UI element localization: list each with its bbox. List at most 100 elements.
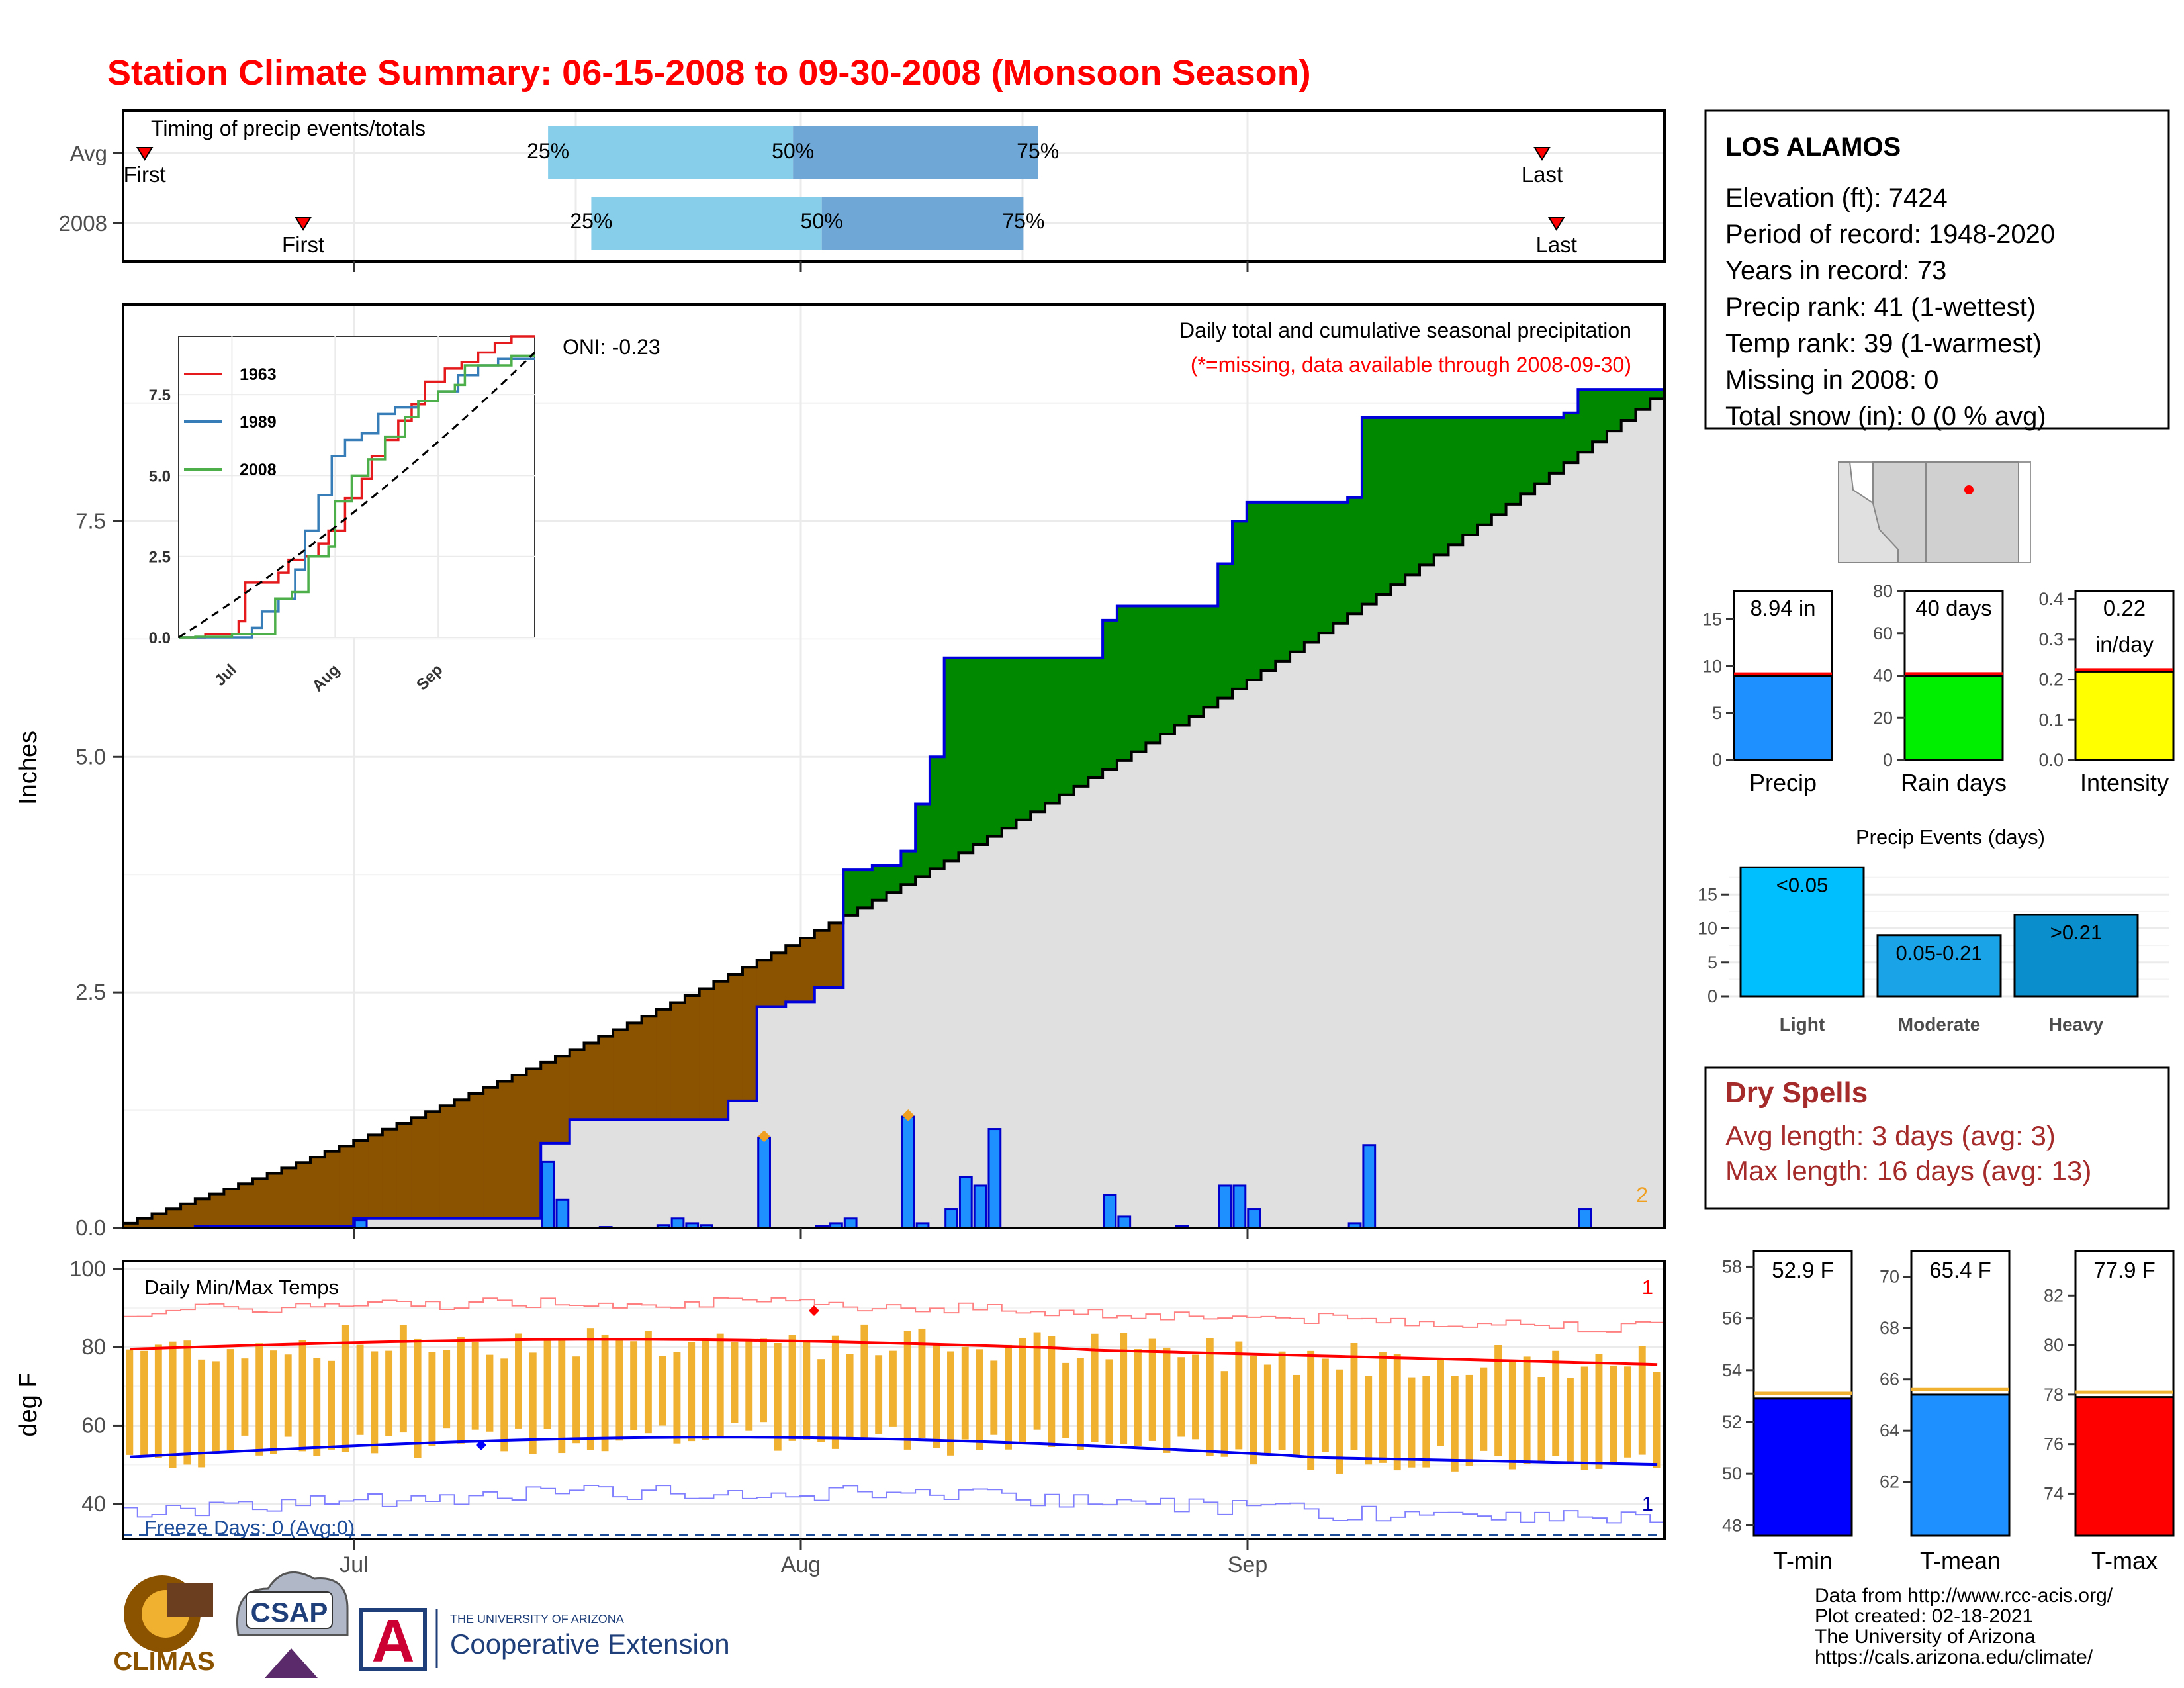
daily-temp-range-bar [328, 1360, 335, 1450]
surplus-area [1535, 417, 1550, 484]
deficit-area [771, 953, 786, 1007]
cumulative-base-area [396, 1218, 412, 1228]
first-label: First [282, 232, 324, 257]
deficit-area [439, 1105, 455, 1219]
ua-block-a-frame [359, 1608, 427, 1671]
daily-temp-range-bar [1091, 1333, 1099, 1442]
daily-temp-range-bar [399, 1325, 407, 1433]
cumulative-base-area [713, 1119, 729, 1228]
daily-precip-bar [1103, 1194, 1117, 1229]
daily-temp-range-bar [1508, 1362, 1516, 1470]
station-info-box [1704, 109, 2170, 430]
daily-temp-range-bar [126, 1349, 134, 1455]
daily-temp-range-bar [1163, 1347, 1171, 1453]
daily-temp-range-bar [731, 1341, 739, 1423]
timing-label: Timing of precip events/totals [151, 117, 426, 140]
daily-temp-range-bar [1177, 1357, 1185, 1437]
daily-temp-range-bar [846, 1354, 854, 1438]
deficit-area [728, 974, 743, 1101]
cumulative-base-area [1030, 812, 1046, 1228]
precip-events-ytick: 0 [1707, 986, 1717, 1006]
daily-precip-bar [1578, 1208, 1592, 1229]
daily-temp-range-bar [1192, 1354, 1199, 1440]
first-event-marker [136, 147, 154, 161]
surplus-area [1361, 417, 1377, 604]
deficit-area [613, 1029, 628, 1120]
daily-temp-range-bar [803, 1341, 811, 1440]
surplus-area [1506, 417, 1521, 504]
deficit-area [152, 1213, 167, 1228]
daily-precip-bar [670, 1217, 685, 1229]
daily-temp-range-bar [356, 1344, 364, 1435]
deficit-area [267, 1173, 283, 1227]
summary-bar-fill [1903, 675, 2004, 761]
surplus-area [858, 870, 873, 908]
location-map [1838, 461, 2031, 563]
daily-temp-range-bar [1134, 1348, 1142, 1446]
cumulative-base-area [771, 1006, 786, 1228]
summary-bar-rain-days: 0 20 40 60 80 40 days Rain days [1873, 581, 2007, 796]
dry-spells-avg: Avg length: 3 days (avg: 3) [1725, 1120, 2056, 1151]
surplus-area [1116, 606, 1132, 761]
deficit-area [181, 1203, 196, 1228]
daily-precip-bar [1218, 1184, 1232, 1229]
deficit-area [641, 1016, 657, 1120]
temp-bar-value: 77.9 F [2093, 1258, 2156, 1282]
daily-temp-range-bar [1393, 1354, 1401, 1471]
map-state-nm [1925, 461, 2019, 563]
station-info-line: Total snow (in): 0 (0 % avg) [1725, 402, 2046, 431]
summary-bar-ytick: 60 [1873, 624, 1893, 643]
daily-temp-range-bar [1105, 1359, 1113, 1444]
cumulative-base-area [382, 1218, 398, 1228]
last-event-marker [1533, 147, 1551, 161]
cumulative-base-area [512, 1218, 527, 1228]
daily-temp-range-bar [976, 1349, 983, 1450]
last-event-marker [1547, 217, 1565, 231]
temp-bar-ytick: 76 [2044, 1434, 2064, 1454]
summary-bar-value-unit: in/day [2095, 632, 2154, 657]
temp-bar-ytick: 64 [1880, 1421, 1899, 1440]
deficit-area [584, 1043, 599, 1120]
cumulative-base-area [1218, 698, 1233, 1228]
summary-bar-precip: 0 5 10 15 8.94 in Precip [1702, 590, 1833, 796]
daily-precip-bar [944, 1208, 958, 1229]
daily-temp-range-bar [1523, 1356, 1531, 1464]
daily-temp-range-bar [1437, 1358, 1444, 1446]
surplus-area [1275, 502, 1291, 661]
deficit-area [353, 1140, 369, 1219]
precip-event-category: Heavy [2049, 1014, 2104, 1035]
deficit-area [339, 1146, 354, 1227]
surplus-area [929, 757, 945, 869]
record-low-marker [476, 1440, 486, 1450]
daily-temp-range-bar [688, 1342, 696, 1442]
climas-logo-text: CLIMAS [113, 1647, 214, 1676]
cumulative-base-area [1174, 725, 1190, 1228]
csap-logo-text: CSAP [251, 1597, 328, 1628]
daily-temp-range-bar [788, 1335, 796, 1441]
timing-q25-label: 25% [570, 209, 612, 233]
daily-temp-range-bar [428, 1352, 436, 1446]
precip-event-bar-label: >0.21 [2050, 921, 2102, 944]
missing-count: 2 [1636, 1183, 1648, 1207]
daily-temp-range-bar [154, 1344, 162, 1458]
cumulative-base-area [1390, 585, 1406, 1228]
surplus-area [1045, 657, 1060, 804]
csap-logo: CSAP [236, 1571, 349, 1678]
inset-ytick: 7.5 [149, 387, 171, 404]
cumulative-base-area [800, 1002, 815, 1228]
daily-precip-bar [1232, 1184, 1247, 1229]
timing-q25-label: 25% [527, 139, 569, 163]
surplus-area [1203, 606, 1218, 708]
daily-temp-range-bar [169, 1341, 177, 1468]
cumulative-base-area [886, 892, 901, 1228]
precip-event-bar-label: <0.05 [1776, 873, 1828, 896]
summary-bar-ytick: 5 [1712, 703, 1722, 723]
precip-subtitle: (*=missing, data available through 2008-… [1191, 353, 1631, 377]
daily-temp-range-bar [1379, 1352, 1387, 1463]
daily-temp-range-bar [1566, 1378, 1574, 1464]
record-low-line [123, 1484, 1664, 1524]
daily-temp-range-bar [385, 1350, 393, 1436]
surplus-area [872, 865, 887, 900]
daily-temp-range-bar [284, 1354, 292, 1437]
cumulative-base-area [1477, 524, 1492, 1228]
